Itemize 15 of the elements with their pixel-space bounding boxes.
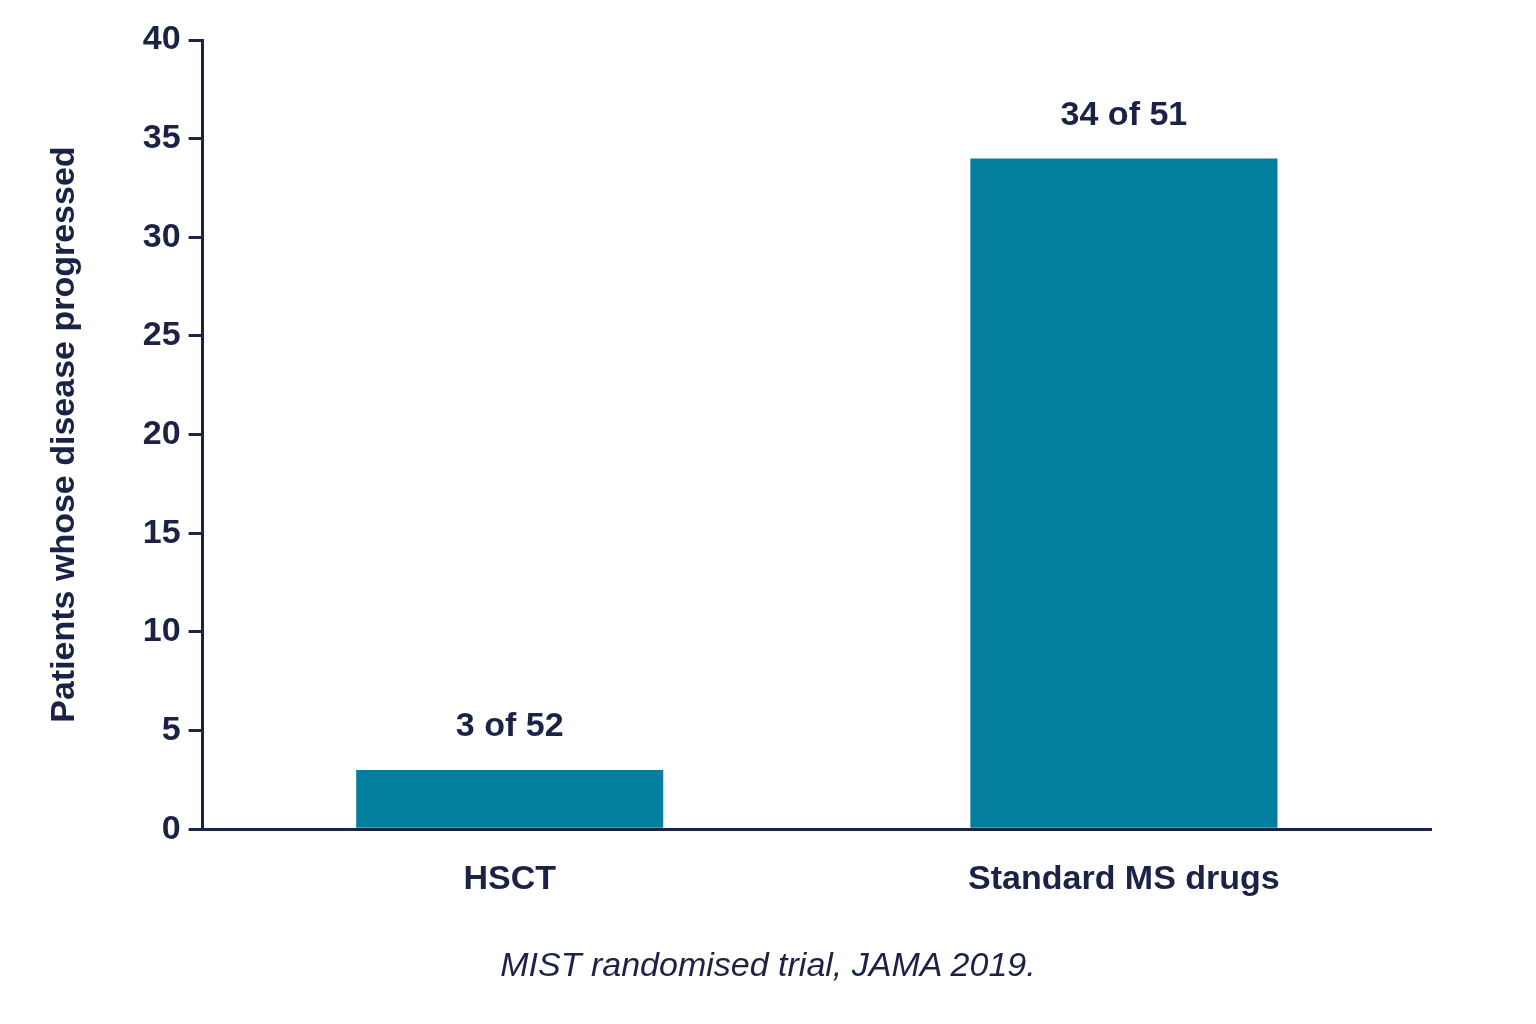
y-tick-label: 5: [161, 708, 181, 747]
y-tick-label: 25: [142, 314, 181, 353]
data-label: 34 of 51: [1060, 93, 1188, 132]
y-tick-label: 30: [142, 215, 181, 254]
y-tick-label: 10: [142, 610, 181, 649]
y-tick-label: 0: [161, 807, 181, 846]
text: MIST randomised trial, JAMA 2019.: [499, 945, 1037, 984]
y-tick-label: 15: [142, 511, 181, 550]
x-tick-label: HSCT: [463, 857, 557, 896]
y-tick-label: 35: [142, 117, 181, 156]
y-axis-title: Patients whose disease progressed: [42, 146, 81, 723]
y-tick-label: 20: [142, 412, 181, 451]
y-tick-label: 40: [142, 18, 181, 57]
data-label: 3 of 52: [455, 705, 564, 744]
x-tick-label: Standard MS drugs: [968, 857, 1280, 896]
